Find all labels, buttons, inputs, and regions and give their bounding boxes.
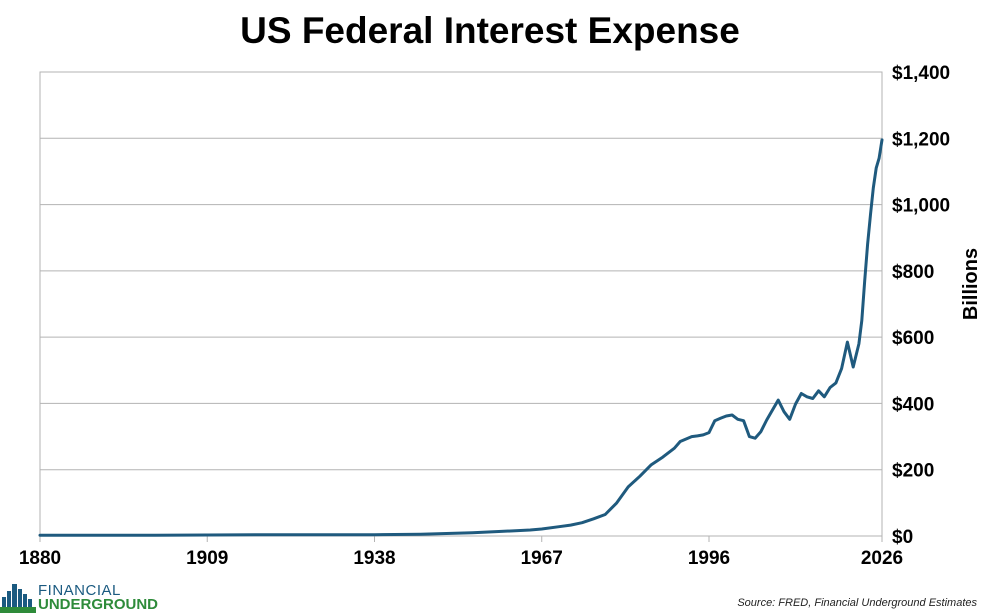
series-line bbox=[38, 138, 884, 537]
y-tick-label: $1,200 bbox=[892, 129, 950, 150]
series-layer bbox=[38, 138, 884, 537]
y-tick-label: $200 bbox=[892, 461, 934, 482]
y-axis-title: Billions bbox=[960, 248, 982, 320]
gridlines bbox=[40, 137, 882, 471]
plot-frame bbox=[39, 71, 883, 537]
x-tick-label: 1909 bbox=[186, 548, 228, 569]
axis-ticks: $0 $200 $400 $600 $800 $1,000 $1,200 $1,400 1880… bbox=[19, 63, 950, 569]
logo-text-underground: UNDERGROUND bbox=[38, 596, 158, 613]
x-tick-label: 1880 bbox=[19, 548, 61, 569]
logo-text-financial: FINANCIAL bbox=[38, 582, 121, 599]
y-tick-label: $0 bbox=[892, 527, 913, 548]
x-tick-label: 1967 bbox=[521, 548, 563, 569]
source-note: Source: FRED, Financial Underground Esti… bbox=[737, 597, 977, 609]
x-tick-label: 2026 bbox=[861, 548, 903, 569]
financial-underground-logo: FINANCIAL UNDERGROUND bbox=[0, 580, 180, 613]
x-tick-label: 1996 bbox=[688, 548, 730, 569]
y-tick-label: $400 bbox=[892, 394, 934, 415]
y-tick-label: $1,000 bbox=[892, 196, 950, 217]
y-tick-label: $1,400 bbox=[892, 63, 950, 84]
x-tick-label: 1938 bbox=[353, 548, 395, 569]
y-tick-label: $800 bbox=[892, 262, 934, 283]
y-tick-label: $600 bbox=[892, 328, 934, 349]
building-icon bbox=[0, 584, 36, 613]
chart-title: US Federal Interest Expense bbox=[240, 10, 740, 51]
